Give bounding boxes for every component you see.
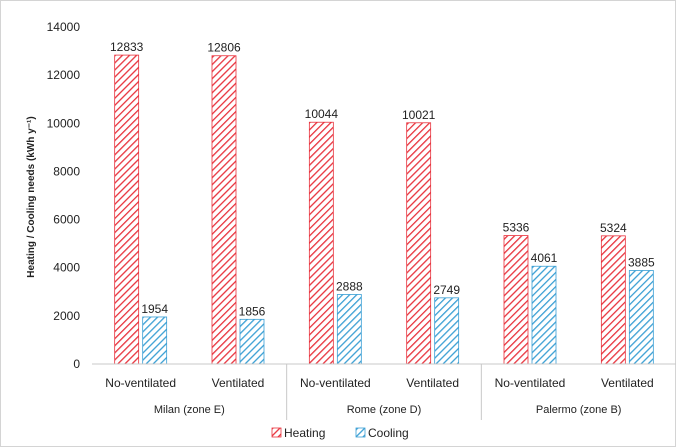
value-label-cooling: 1856 bbox=[239, 304, 266, 318]
x-group-label: Milan (zone E) bbox=[154, 404, 225, 416]
value-label-cooling: 4061 bbox=[531, 251, 558, 265]
legend-swatch-cooling bbox=[355, 427, 366, 438]
value-label-heating: 5324 bbox=[600, 221, 627, 235]
legend: Heating Cooling bbox=[271, 426, 409, 440]
x-category-label: No-ventilated bbox=[105, 376, 176, 390]
y-axis-title: Heating / Cooling needs (kWh y⁻¹) bbox=[26, 116, 37, 277]
x-category-label: Ventilated bbox=[212, 376, 265, 390]
value-label-cooling: 3885 bbox=[628, 255, 655, 269]
x-group-label: Palermo (zone B) bbox=[536, 404, 622, 416]
legend-label-heating: Heating bbox=[284, 426, 325, 440]
bar-heating bbox=[503, 235, 529, 365]
value-label-heating: 12806 bbox=[207, 41, 241, 55]
y-tick-label: 10000 bbox=[47, 116, 81, 130]
x-category-label: Ventilated bbox=[601, 376, 654, 390]
bar-cooling bbox=[142, 316, 168, 365]
x-group-label: Rome (zone D) bbox=[347, 404, 422, 416]
y-tick-label: 14000 bbox=[47, 20, 81, 34]
value-label-heating: 5336 bbox=[503, 221, 530, 235]
bar-cooling bbox=[434, 297, 460, 365]
value-label-cooling: 2888 bbox=[336, 279, 363, 293]
y-tick-label: 4000 bbox=[53, 261, 80, 275]
value-label-heating: 10021 bbox=[402, 108, 436, 122]
bars bbox=[114, 54, 654, 365]
bar-cooling bbox=[628, 270, 654, 365]
bar-cooling bbox=[336, 294, 362, 365]
legend-swatch-heating bbox=[271, 427, 282, 438]
value-label-heating: 12833 bbox=[110, 40, 144, 54]
y-tick-label: 2000 bbox=[53, 309, 80, 323]
x-category-label: No-ventilated bbox=[300, 376, 371, 390]
y-tick-label: 8000 bbox=[53, 164, 80, 178]
bar-heating bbox=[308, 121, 334, 365]
bar-cooling bbox=[239, 318, 265, 365]
value-label-cooling: 1954 bbox=[141, 302, 168, 316]
y-tick-label: 12000 bbox=[47, 68, 81, 82]
y-tick-label: 0 bbox=[73, 357, 80, 371]
y-tick-label: 6000 bbox=[53, 213, 80, 227]
legend-label-cooling: Cooling bbox=[368, 426, 409, 440]
y-axis-ticks: 0 2000 4000 6000 8000 10000 12000 14000 bbox=[47, 20, 81, 371]
value-label-heating: 10044 bbox=[305, 107, 339, 121]
x-category-label: Ventilated bbox=[406, 376, 459, 390]
bar-heating bbox=[406, 122, 432, 365]
x-category-label: No-ventilated bbox=[495, 376, 566, 390]
value-labels: 12833 12806 10044 10021 5336 5324 1954 1856 2888… bbox=[110, 40, 655, 318]
bar-heating bbox=[211, 55, 237, 365]
x-axis: No-ventilated Ventilated Milan (zone E) No-… bbox=[105, 364, 654, 420]
bar-heating bbox=[114, 54, 140, 365]
bar-heating bbox=[600, 235, 626, 365]
value-label-cooling: 2749 bbox=[433, 283, 460, 297]
bar-cooling bbox=[531, 265, 557, 365]
